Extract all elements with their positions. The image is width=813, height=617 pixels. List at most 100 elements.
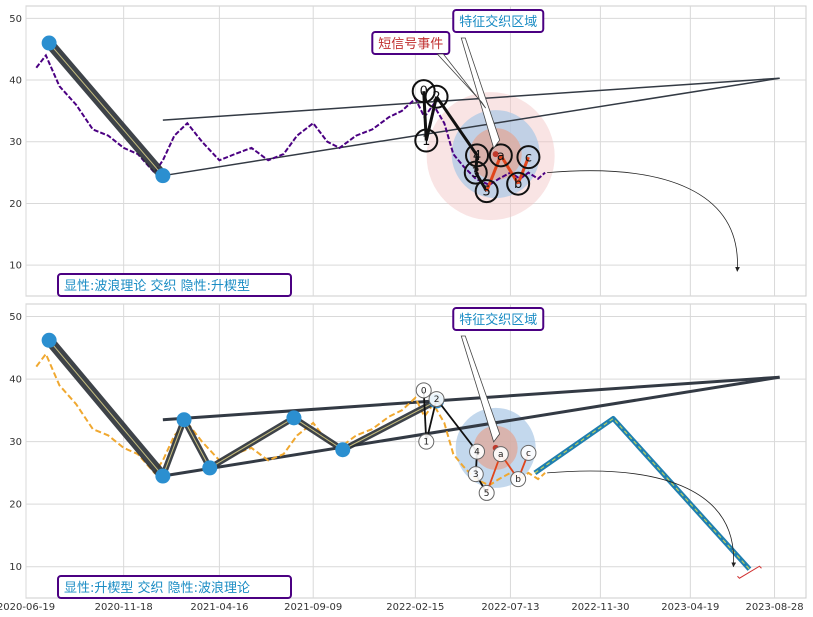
wave-label-circle xyxy=(463,160,488,185)
wave-label-circle xyxy=(474,179,499,204)
feature-zone-label-box xyxy=(452,307,545,331)
wave-label-circle xyxy=(469,443,486,460)
wedge-boundary-line xyxy=(162,375,780,422)
forecast-arrow xyxy=(547,470,737,568)
wave-segment xyxy=(422,91,428,141)
y-tick-label: 10 xyxy=(9,562,22,573)
feature-zone-pointer xyxy=(460,335,501,443)
pattern-leg-core xyxy=(48,339,164,477)
pattern-leg-core xyxy=(162,419,185,477)
pattern-leg-core xyxy=(293,417,344,451)
wave-label: 1 xyxy=(423,438,429,448)
x-tick-label: 2023-04-19 xyxy=(661,602,719,613)
wave-label-circle xyxy=(428,391,445,408)
wave-label: 4 xyxy=(473,149,481,164)
wedge-boundary-line xyxy=(162,77,780,177)
wave-segment xyxy=(422,390,428,442)
x-tick-label: 2020-06-19 xyxy=(0,602,55,613)
y-tick-label: 40 xyxy=(9,76,22,87)
wave-label-circle xyxy=(414,128,439,153)
feature-zone-label-text: 特征交织区域 xyxy=(459,312,537,328)
pattern-point xyxy=(41,35,57,51)
pattern-point xyxy=(176,412,192,428)
wave-label: b xyxy=(515,475,521,485)
x-tick-label: 2020-11-18 xyxy=(95,602,153,613)
y-tick-label: 50 xyxy=(9,14,22,25)
wave-label: 1 xyxy=(422,134,430,149)
wave-label: 2 xyxy=(434,395,440,405)
wave-label-circle xyxy=(516,145,541,170)
y-tick-label: 40 xyxy=(9,375,22,386)
wave-label-circle xyxy=(424,84,449,109)
plot-frame xyxy=(25,303,807,599)
bottom-panel: 2020-06-19 2020-11-18 2021-04-16 2021-09-09… xyxy=(0,303,807,613)
wave-label: a xyxy=(497,149,505,164)
short-signal-pointer xyxy=(436,53,487,109)
y-tick-label: 20 xyxy=(9,500,22,511)
feature-zone-pointer xyxy=(460,37,501,149)
pattern-point xyxy=(41,332,57,348)
feature-zone-label-text: 特征交织区域 xyxy=(459,14,537,30)
wave-label-circle xyxy=(418,433,435,450)
wave-label-circle xyxy=(492,446,509,463)
caption-label-text: 显性:波浪理论 交织 隐性:升楔型 xyxy=(64,278,250,294)
wave-segment xyxy=(424,96,439,141)
x-tick-label: 2021-09-09 xyxy=(284,602,342,613)
price-series-line xyxy=(35,53,546,187)
wave-label: 3 xyxy=(473,470,479,480)
wave-label-circle xyxy=(465,143,490,168)
feature-zone-center xyxy=(492,151,499,158)
wedge-boundary-line xyxy=(162,77,780,121)
wave-label: 4 xyxy=(474,448,480,458)
wave-label-circle xyxy=(506,171,531,196)
pattern-leg-core xyxy=(209,417,295,469)
wave-label: b xyxy=(514,177,522,192)
wave-segment xyxy=(485,154,503,192)
caption-label-text: 显性:升楔型 交织 隐性:波浪理论 xyxy=(64,580,250,596)
caption-label-box xyxy=(57,575,292,599)
wave-label-circle xyxy=(520,444,537,461)
pattern-leg-core xyxy=(342,400,437,451)
y-tick-label: 30 xyxy=(9,137,22,148)
wave-segment xyxy=(516,156,530,185)
pattern-leg-core xyxy=(48,42,164,177)
pattern-point xyxy=(335,442,351,458)
x-tick-label: 2023-08-28 xyxy=(745,602,803,613)
feature-zone-label-box xyxy=(452,9,545,33)
x-tick-label: 2022-02-15 xyxy=(386,602,444,613)
pattern-point xyxy=(155,468,171,484)
wave-label: c xyxy=(526,449,531,459)
wave-segment xyxy=(435,398,478,453)
wave-label-circle xyxy=(415,382,432,399)
y-tick-label: 20 xyxy=(9,199,22,210)
pattern-point xyxy=(155,168,171,184)
wave-label: a xyxy=(498,450,504,460)
x-tick-label: 2021-04-16 xyxy=(190,602,248,613)
caption-label-box xyxy=(57,273,292,297)
wave-label: 0 xyxy=(420,85,428,100)
wave-label: 2 xyxy=(432,90,440,105)
wave-label: 3 xyxy=(472,166,480,181)
wave-label: 5 xyxy=(483,185,491,200)
wave-label: c xyxy=(525,151,532,166)
wave-label-circle xyxy=(488,143,513,168)
projection-end-marker xyxy=(737,565,762,579)
y-tick-label: 50 xyxy=(9,312,22,323)
short-signal-label-text: 短信号事件 xyxy=(378,37,443,52)
wave-label: 5 xyxy=(484,489,490,499)
forecast-arrow xyxy=(547,170,740,272)
pattern-point xyxy=(286,410,302,426)
x-tick-label: 2022-07-13 xyxy=(481,602,539,613)
wave-label-circle xyxy=(510,471,527,488)
short-signal-label-box xyxy=(371,31,451,55)
wave-label: 0 xyxy=(421,386,427,396)
pattern-point xyxy=(202,460,218,476)
wave-label-circle xyxy=(411,79,436,104)
x-tick-label: 2022-11-30 xyxy=(571,602,629,613)
y-tick-label: 10 xyxy=(9,261,22,272)
wave-segment xyxy=(474,155,479,173)
wave-label-circle xyxy=(478,484,495,501)
projection-path-core xyxy=(534,417,750,570)
